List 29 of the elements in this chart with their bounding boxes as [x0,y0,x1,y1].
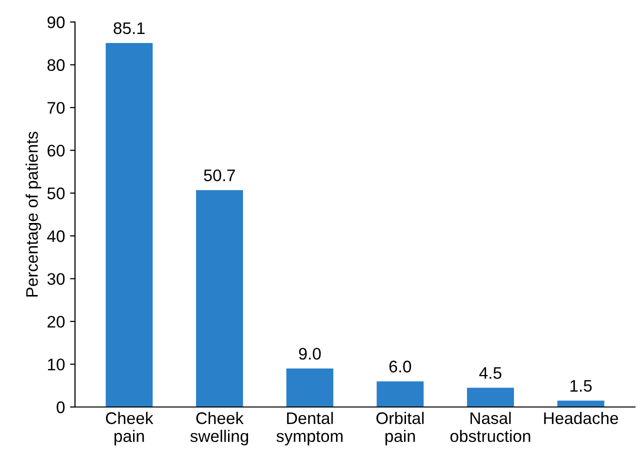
bar [467,388,514,407]
x-tick-label: Cheek swelling [190,412,248,446]
x-tick-label: Dental symptom [276,412,343,446]
y-tick-label: 60 [48,144,65,157]
y-tick-label: 10 [48,358,65,370]
y-tick-label: 30 [47,273,65,285]
x-tick-label: Headache [544,412,618,424]
bar [376,381,424,407]
bar [286,368,334,407]
y-tick-label: 90 [48,16,65,28]
data-label: 6.0 [389,360,412,372]
y-tick-label: 20 [48,316,65,328]
x-tick-label: Nasal obstruction [450,412,530,442]
data-label: 50.7 [204,169,235,182]
bar [557,400,604,407]
data-label: 9.0 [299,348,321,360]
x-tick-label: Cheek pain [106,412,154,446]
y-tick-label: 40 [47,230,65,242]
data-label: 1.5 [570,380,592,392]
bar [196,190,243,407]
y-axis-title: Percentage of patients [26,132,42,297]
y-tick-label: 80 [47,59,65,71]
bar [106,42,153,407]
data-label: 85.1 [114,22,145,34]
x-tick-label: Orbital pain [376,412,424,446]
data-label: 4.5 [479,367,502,379]
y-tick-label: 70 [48,102,65,114]
y-tick-label: 0 [56,401,65,414]
y-tick-label: 50 [47,188,65,200]
